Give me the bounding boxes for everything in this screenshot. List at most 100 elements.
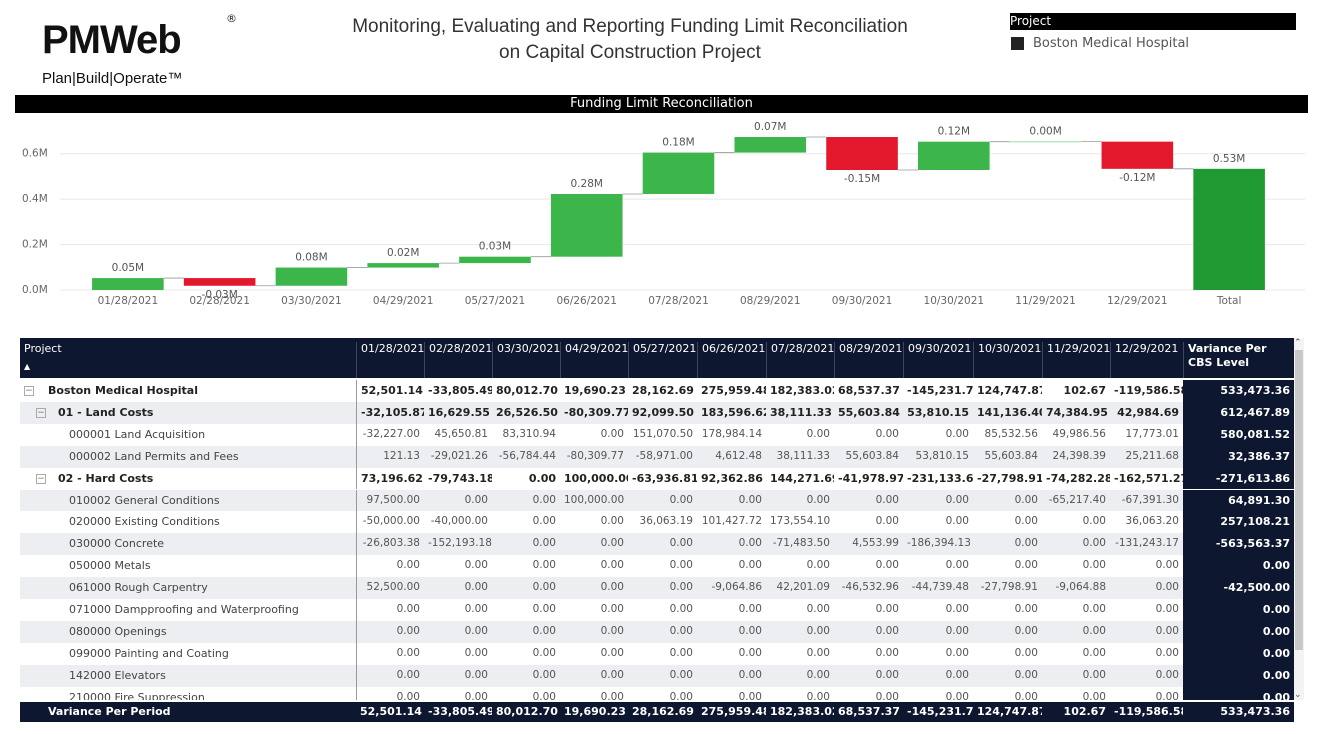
cell-value: 38,111.33	[770, 405, 832, 419]
cell-value: 0.00	[464, 690, 488, 700]
cell-value: 0.00	[600, 515, 624, 528]
y-tick-label: 0.6M	[22, 148, 48, 160]
column-header[interactable]: 09/30/2021	[903, 342, 973, 378]
cell-value: 0.00	[669, 690, 693, 700]
cell-value: 0.00	[1014, 515, 1038, 528]
cell-value: 0.00	[738, 537, 762, 550]
cell-value: -71,483.50	[772, 537, 830, 550]
cell-value: 0.00	[356, 599, 424, 621]
cell-value: 16,629.55	[428, 405, 490, 419]
cell-value: -9,064.86	[711, 581, 762, 594]
bar	[642, 152, 715, 195]
cell-value: -119,586.58	[1114, 384, 1183, 397]
cell-value: 92,362.86	[701, 471, 763, 485]
column-header[interactable]: 08/29/2021	[834, 342, 903, 378]
cell-value: 0.00	[600, 427, 624, 440]
cell-value: 0.00	[806, 646, 830, 659]
column-header[interactable]: 03/30/2021	[492, 342, 560, 378]
row-total: 0.00	[1183, 599, 1294, 621]
cell-value: 0.00	[738, 559, 762, 572]
data-label: 0.12M	[938, 126, 970, 138]
cell-value: 55,603.84	[845, 449, 899, 462]
x-tick-label: 05/27/2021	[465, 295, 526, 307]
data-label: 0.07M	[754, 121, 786, 133]
cell-value: 182,383.02	[770, 384, 834, 397]
expand-toggle[interactable]: −	[24, 386, 34, 396]
x-tick-label: 08/29/2021	[740, 295, 801, 307]
cell-value: 83,310.94	[502, 427, 556, 440]
cell-value: -80,309.77	[564, 405, 628, 419]
footer-value: 68,537.37	[838, 705, 900, 718]
cell-value: -40,000.00	[430, 515, 488, 528]
cell-value: 0.00	[1014, 559, 1038, 572]
cell-value: 0.00	[1014, 537, 1038, 550]
x-tick-label: 06/26/2021	[556, 295, 617, 307]
column-header[interactable]: 02/28/2021	[424, 342, 492, 378]
column-header[interactable]: 06/26/2021	[697, 342, 766, 378]
cell-value: -152,193.18	[428, 537, 492, 550]
cell-value: 0.00	[1082, 515, 1106, 528]
cell-value: 0.00	[356, 664, 424, 687]
cell-value: 275,959.48	[701, 384, 766, 397]
expand-toggle[interactable]: −	[36, 407, 46, 418]
table-row	[20, 467, 1183, 490]
cell-value: 0.00	[669, 668, 693, 681]
cell-value: 0.00	[669, 537, 693, 550]
column-header[interactable]: 10/30/2021	[973, 342, 1042, 378]
x-tick-label: 07/28/2021	[648, 295, 709, 307]
cell-value: 0.00	[1155, 690, 1179, 700]
column-header[interactable]: Project	[24, 342, 62, 355]
column-header[interactable]: 01/28/2021	[356, 342, 424, 378]
scroll-down[interactable]: ⌄	[1294, 690, 1302, 700]
data-label: 0.05M	[112, 262, 144, 274]
footer-value: 182,383.02	[770, 705, 834, 718]
expand-toggle[interactable]: −	[36, 473, 46, 484]
cell-value: 0.00	[356, 620, 424, 643]
cell-value: 0.00	[1014, 690, 1038, 700]
table-row	[20, 577, 1183, 599]
footer-value: 275,959.48	[701, 705, 766, 718]
y-tick-label: 0.0M	[22, 284, 48, 296]
row-total: -42,500.00	[1183, 577, 1294, 599]
bar	[918, 141, 990, 171]
slicer-checkbox[interactable]	[1011, 37, 1024, 50]
cell-value: -46,532.96	[841, 581, 899, 594]
column-header[interactable]: 04/29/2021	[560, 342, 628, 378]
table-row	[20, 423, 1183, 446]
cell-value: 0.00	[600, 690, 624, 700]
row-label: 020000 Existing Conditions	[69, 515, 220, 529]
cell-value: -162,571.27	[1114, 471, 1183, 485]
cell-value: 0.00	[464, 624, 488, 637]
row-label: 02 - Hard Costs	[58, 471, 154, 485]
scroll-thumb[interactable]	[1295, 350, 1303, 650]
data-label: 0.08M	[295, 252, 327, 264]
cell-value: 0.00	[1155, 603, 1179, 615]
data-label: 0.02M	[387, 247, 419, 259]
cell-value: 0.00	[1014, 624, 1038, 637]
cell-value: 0.00	[875, 690, 899, 700]
column-header[interactable]: Variance Per CBS Level	[1183, 342, 1294, 378]
cell-value: 17,773.01	[1125, 427, 1179, 440]
column-header[interactable]: 12/29/2021	[1110, 342, 1183, 378]
bar	[275, 267, 348, 286]
cell-value: 0.00	[738, 646, 762, 659]
scrollbar[interactable]: ⌃ ⌄	[1294, 338, 1304, 700]
cell-value: -41,978.97	[838, 471, 903, 485]
cell-value: -186,394.13	[907, 537, 971, 550]
footer-value: -145,231.74	[907, 705, 973, 718]
table-row	[20, 686, 1183, 700]
cell-value: 42,201.09	[776, 581, 830, 594]
row-total: 64,891.30	[1183, 489, 1294, 512]
cell-value: 0.00	[806, 668, 830, 681]
column-header[interactable]: 07/28/2021	[766, 342, 834, 378]
cell-value: 0.00	[464, 493, 488, 506]
slicer-item[interactable]: Boston Medical Hospital	[1033, 36, 1190, 51]
column-header[interactable]: 11/29/2021	[1042, 342, 1110, 378]
cell-value: 0.00	[806, 624, 830, 637]
cell-value: 0.00	[1082, 624, 1106, 637]
cell-value: 0.00	[875, 646, 899, 659]
column-header[interactable]: 05/27/2021	[628, 342, 697, 378]
cell-value: -58,971.00	[635, 449, 693, 462]
scroll-up[interactable]: ⌃	[1294, 338, 1302, 348]
cell-value: 173,554.10	[770, 515, 831, 528]
